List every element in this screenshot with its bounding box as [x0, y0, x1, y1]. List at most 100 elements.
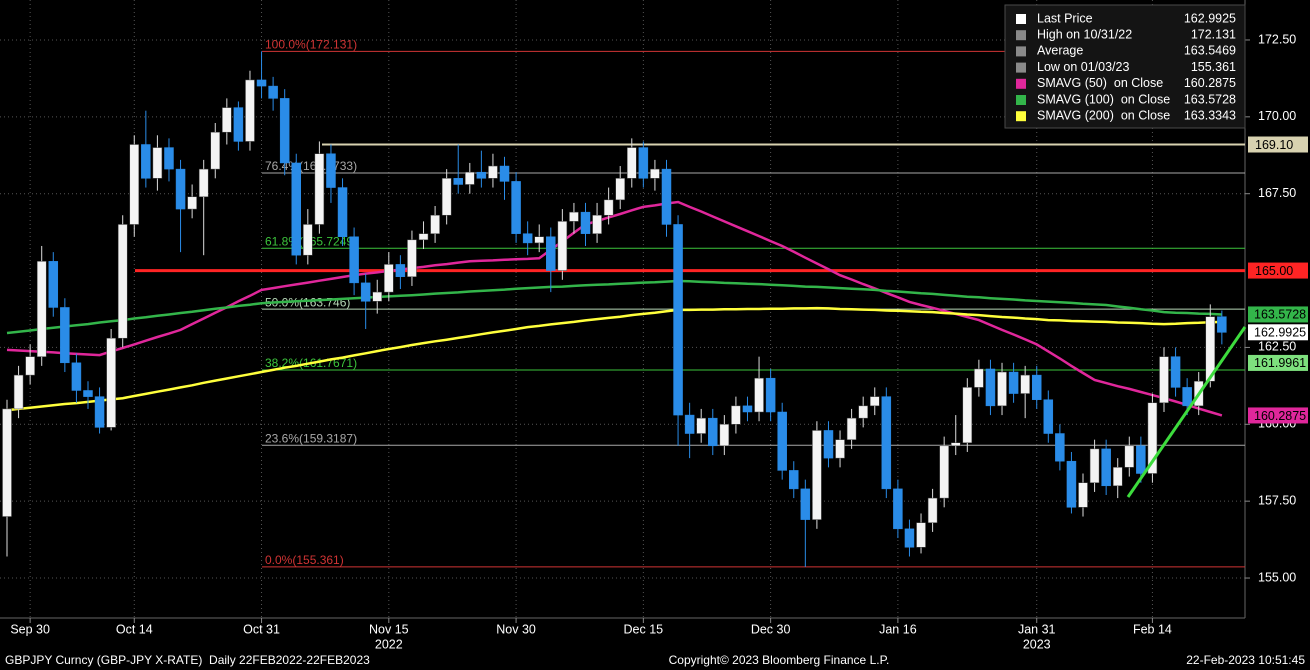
- candle-body: [881, 396, 892, 490]
- candle-body: [187, 196, 197, 210]
- legend-label: SMAVG (50) on Close: [1037, 76, 1163, 90]
- y-tick-label: 170.00: [1258, 109, 1296, 123]
- footer-center: Copyright© 2023 Bloomberg Finance L.P.: [669, 653, 890, 667]
- legend-value: 163.3343: [1184, 108, 1236, 122]
- candle-body: [719, 424, 730, 447]
- candle-body: [696, 417, 706, 434]
- candle-body: [360, 282, 371, 302]
- candle-body: [395, 264, 406, 277]
- candle-body: [592, 214, 602, 234]
- candle-body: [650, 168, 660, 179]
- candle-body: [210, 131, 221, 170]
- candle-body: [1147, 402, 1158, 474]
- fib-label: 76.4%(168.1733): [265, 159, 357, 173]
- candle-body: [418, 233, 429, 241]
- candle-body: [222, 107, 232, 133]
- candle-body: [453, 178, 463, 185]
- footer-left: GBPJPY Curncy (GBP-JPY X-RATE) Daily 22F…: [5, 653, 370, 667]
- candle-body: [974, 368, 984, 388]
- candle-body: [94, 396, 105, 428]
- candle-body: [927, 497, 938, 523]
- candle-body: [939, 445, 949, 499]
- legend-label: Last Price: [1037, 11, 1093, 25]
- candle-body: [152, 147, 163, 179]
- candle-body: [303, 224, 313, 256]
- candle-body: [1170, 356, 1181, 388]
- price-badge: [1248, 324, 1308, 341]
- candle-body: [638, 147, 649, 179]
- candle-body: [198, 168, 209, 198]
- candle-body: [557, 221, 568, 271]
- price-badge: [1248, 136, 1308, 153]
- candle-body: [800, 488, 811, 520]
- candle-body: [1089, 448, 1100, 483]
- candle-body: [349, 236, 359, 284]
- candle-body: [522, 233, 533, 244]
- candle-body: [511, 181, 521, 234]
- candle-body: [476, 171, 487, 179]
- candle-body: [1112, 467, 1123, 487]
- candle-body: [337, 187, 348, 237]
- candle-body: [870, 396, 880, 407]
- candle-body: [823, 430, 834, 459]
- x-tick-label: Jan 31: [1018, 622, 1056, 636]
- legend-label: High on 10/31/22: [1037, 27, 1132, 41]
- candle-body: [673, 224, 683, 416]
- candle-body: [60, 307, 70, 364]
- price-badge: [1248, 306, 1308, 323]
- candle-body: [71, 362, 82, 391]
- y-tick-label: 162.50: [1258, 340, 1296, 354]
- candle-body: [117, 224, 128, 339]
- candle-body: [175, 168, 186, 210]
- candle-body: [1020, 374, 1030, 394]
- x-tick-label: Oct 14: [116, 622, 153, 636]
- x-tick-label: Oct 31: [243, 622, 280, 636]
- candle-body: [499, 165, 510, 182]
- trend-line: [1126, 326, 1247, 498]
- candle-body: [661, 168, 672, 225]
- legend-swatch: [1016, 95, 1026, 105]
- x-tick-label: Nov 15: [369, 622, 409, 636]
- candle-body: [754, 377, 764, 413]
- candle-body: [603, 199, 614, 216]
- legend-value: 162.9925: [1184, 11, 1236, 25]
- x-tick-label: Dec 30: [751, 622, 791, 636]
- candle-body: [1055, 433, 1065, 462]
- candle-body: [789, 470, 799, 490]
- price-badge: [1248, 354, 1308, 371]
- price-badge-label: 169.10: [1255, 138, 1293, 152]
- x-tick-label: Sep 30: [10, 622, 50, 636]
- candle-body: [326, 153, 336, 188]
- candle-body: [1031, 374, 1042, 400]
- candle-body: [164, 147, 174, 170]
- candle-body: [48, 261, 59, 308]
- x-year-label: 2023: [1023, 637, 1051, 651]
- x-tick-label: Jan 16: [879, 622, 917, 636]
- x-tick-label: Nov 30: [496, 622, 536, 636]
- legend-box: [1004, 4, 1246, 129]
- candle-body: [465, 171, 475, 185]
- candle-body: [846, 417, 857, 440]
- candle-body: [1008, 371, 1019, 394]
- candle-body: [2, 408, 12, 517]
- candle-body: [106, 337, 116, 428]
- candle-body: [1205, 316, 1216, 382]
- candle-body: [488, 165, 498, 179]
- candle-body: [1136, 445, 1146, 474]
- y-tick-label: 172.50: [1258, 32, 1296, 46]
- candle-body: [441, 178, 452, 216]
- candle-body: [708, 417, 718, 447]
- candle-body: [569, 211, 579, 222]
- candle-body: [731, 405, 741, 425]
- price-badge-label: 160.2875: [1254, 409, 1306, 423]
- legend-label: SMAVG (200) on Close: [1037, 108, 1170, 122]
- candle-body: [615, 178, 625, 201]
- fib-label: 23.6%(159.3187): [265, 431, 357, 445]
- candle-body: [268, 85, 278, 99]
- legend-swatch: [1016, 30, 1026, 41]
- candle-body: [1159, 356, 1169, 404]
- candle-body: [777, 411, 787, 471]
- legend-label: Low on 01/03/23: [1037, 60, 1129, 74]
- candle-body: [1217, 316, 1227, 333]
